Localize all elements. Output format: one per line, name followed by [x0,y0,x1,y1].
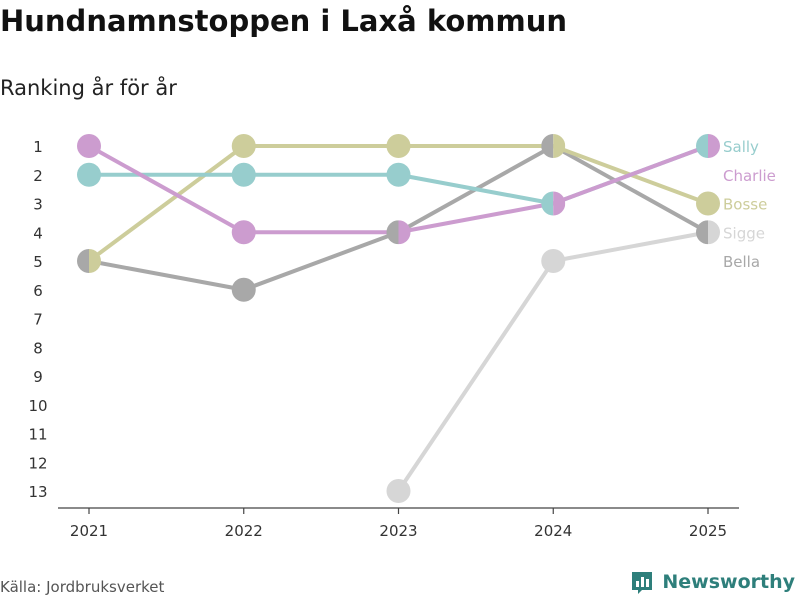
series-label-bosse: Bosse [723,196,767,214]
series-line-charlie [88,144,709,235]
marker-sally [77,162,101,187]
y-tick-label: 9 [33,368,43,386]
marker-sally [696,134,708,158]
marker-shared [541,191,566,216]
marker-shared [696,220,720,245]
y-tick-label: 2 [33,167,43,185]
marker-bella [77,249,89,273]
marker-shared [541,134,566,158]
chart-title: Hundnamnstoppen i Laxå kommun [0,4,567,38]
marker-charlie [553,191,566,216]
series-label-charlie: Charlie [723,167,776,185]
series-markers [77,134,720,503]
marker-bella [541,134,554,158]
marker-bosse [696,191,720,216]
series-label-sally: Sally [723,138,759,156]
series-lines [87,144,709,493]
y-tick-label: 11 [28,426,47,444]
x-tick-label: 2023 [379,522,417,540]
marker-bosse [553,134,566,158]
y-tick-label: 10 [28,397,47,415]
marker-bella [386,220,399,245]
source-note: Källa: Jordbruksverket [0,578,165,596]
marker-shared [696,134,720,158]
marker-bosse [231,134,256,158]
marker-bella [696,220,708,245]
series-labels: Sally Charlie Bosse Sigge Bella [723,138,776,271]
marker-charlie [77,134,101,158]
marker-sally [231,162,256,187]
y-tick-label: 5 [33,253,43,271]
x-tick-label: 2025 [689,522,727,540]
y-tick-label: 3 [33,196,43,214]
x-tick-label: 2022 [225,522,263,540]
y-tick-label: 1 [33,138,43,156]
x-tick-label: 2024 [534,522,572,540]
marker-sally [541,191,554,216]
marker-charlie [708,134,720,158]
marker-sigge [708,220,720,245]
series-label-bella: Bella [723,253,760,271]
brand-name: Newsworthy [662,571,795,593]
y-tick-label: 12 [28,454,47,472]
marker-charlie [231,220,256,245]
x-tick-label: 2021 [70,522,108,540]
marker-shared [77,249,101,273]
y-tick-label: 6 [33,282,43,300]
marker-sigge [541,249,566,273]
marker-bosse [89,249,101,273]
y-tick-label: 8 [33,339,43,357]
marker-sally [386,162,411,187]
marker-shared [386,220,411,245]
brand-logo: Newsworthy [630,570,795,594]
bar-chart-icon [632,572,653,594]
series-label-sigge: Sigge [723,224,765,242]
marker-sigge [386,479,411,503]
marker-bosse [386,134,411,158]
chart-subtitle: Ranking år för år [0,76,177,100]
y-tick-label: 7 [33,311,43,329]
marker-charlie [398,220,411,245]
y-tick-label: 13 [28,483,47,501]
marker-bella [231,277,256,302]
y-tick-label: 4 [33,224,43,242]
